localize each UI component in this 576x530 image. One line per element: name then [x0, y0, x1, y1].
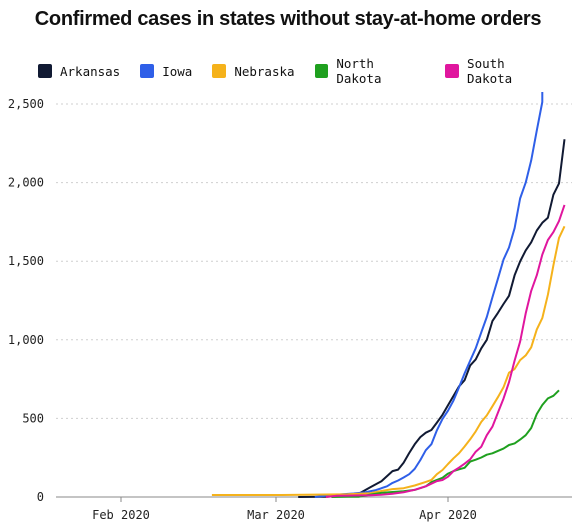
legend-swatch [314, 64, 329, 78]
legend-swatch [38, 64, 52, 78]
series-line-iowa [314, 92, 544, 498]
legend-item-north-dakota: North Dakota [314, 56, 426, 86]
legend-label: Arkansas [60, 63, 121, 79]
legend-item-south-dakota: South Dakota [445, 56, 556, 86]
chart-title: Confirmed cases in states without stay-a… [34, 8, 542, 30]
series-line-south-dakota [325, 204, 566, 498]
x-tick-label: Feb 2020 [92, 508, 150, 522]
y-tick-label: 1,000 [8, 333, 44, 347]
y-tick-label: 1,500 [8, 254, 44, 268]
x-tick-label: Apr 2020 [419, 508, 477, 522]
legend-label: Nebraska [234, 63, 295, 79]
legend-swatch [445, 64, 460, 78]
y-tick-label: 500 [22, 411, 44, 425]
series-line-nebraska [211, 225, 566, 496]
y-tick-label: 0 [37, 490, 44, 504]
legend: Arkansas Iowa Nebraska North Dakota South Da… [38, 56, 576, 86]
legend-label: South Dakota [467, 56, 513, 86]
legend-label: North Dakota [336, 56, 382, 86]
legend-item-iowa: Iowa [140, 56, 192, 86]
legend-item-arkansas: Arkansas [38, 56, 120, 86]
legend-item-nebraska: Nebraska [212, 56, 295, 86]
legend-label: Iowa [162, 63, 193, 79]
legend-swatch [140, 64, 155, 78]
y-tick-label: 2,000 [8, 176, 44, 190]
x-tick-label: Mar 2020 [247, 508, 305, 522]
y-tick-label: 2,500 [8, 97, 44, 111]
series-line-north-dakota [331, 389, 560, 498]
legend-swatch [212, 64, 227, 78]
